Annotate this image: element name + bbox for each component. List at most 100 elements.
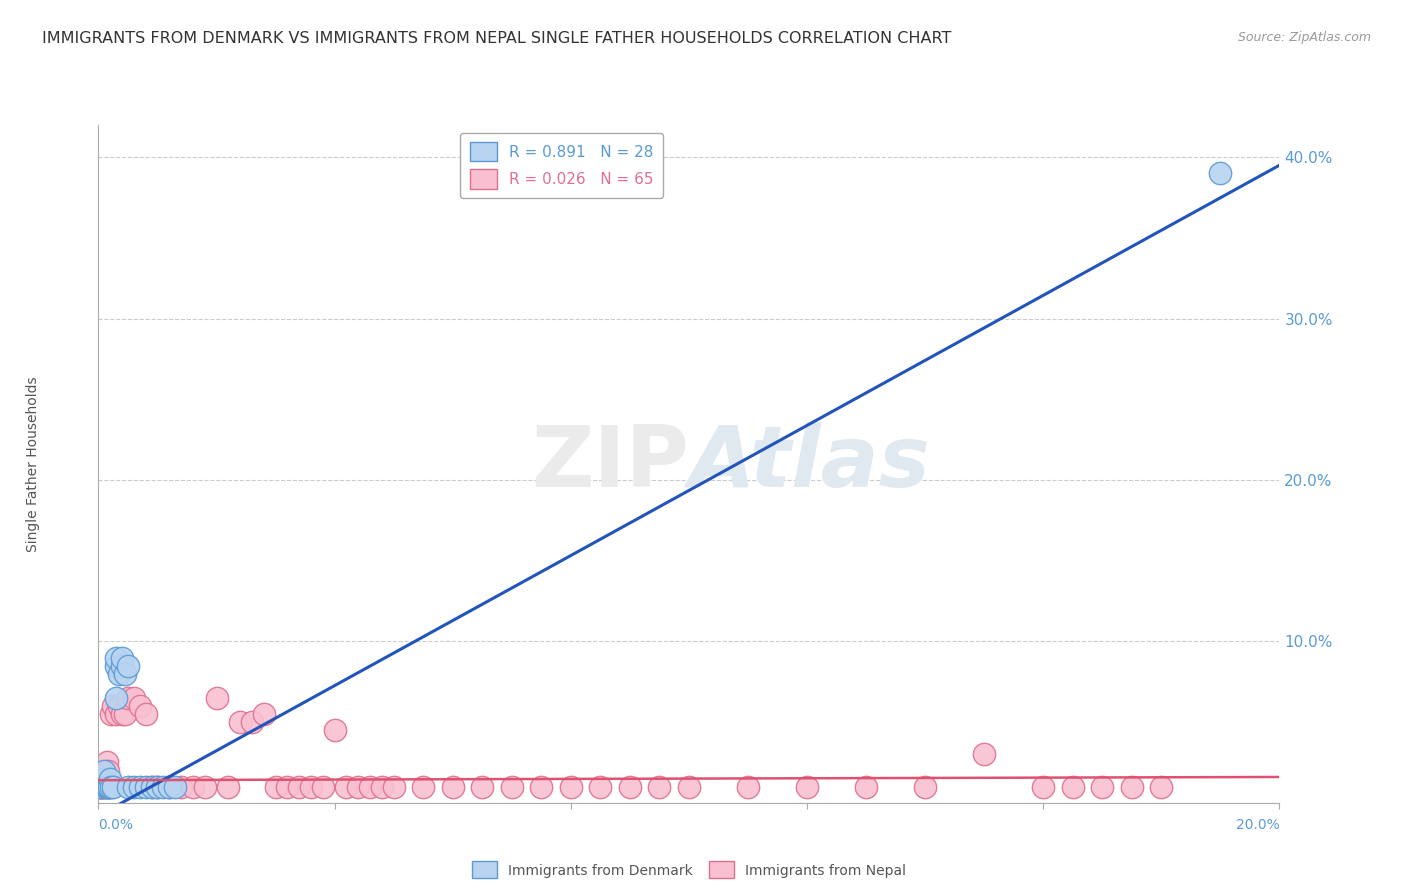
Point — [1150, 780, 1173, 794]
Point — [90, 780, 112, 794]
Point — [105, 706, 128, 721]
Point — [89, 780, 111, 794]
Point — [1121, 780, 1143, 794]
Point — [165, 780, 187, 794]
Point — [914, 780, 936, 794]
Point — [181, 780, 204, 794]
Point — [89, 780, 111, 794]
Point — [359, 780, 381, 794]
Point — [114, 666, 136, 681]
Point — [737, 780, 759, 794]
Point — [323, 723, 346, 738]
Point — [90, 772, 112, 786]
Point — [441, 780, 464, 794]
Text: ZIP: ZIP — [531, 422, 689, 506]
Point — [589, 780, 612, 794]
Point — [253, 706, 276, 721]
Point — [619, 780, 641, 794]
Point — [103, 698, 125, 713]
Point — [117, 658, 139, 673]
Point — [1032, 780, 1054, 794]
Point — [299, 780, 322, 794]
Point — [371, 780, 394, 794]
Point — [91, 780, 114, 794]
Point — [229, 715, 252, 730]
Point — [105, 650, 128, 665]
Point — [141, 780, 163, 794]
Point — [108, 698, 131, 713]
Point — [94, 780, 117, 794]
Point — [91, 780, 114, 794]
Point — [146, 780, 169, 794]
Legend: Immigrants from Denmark, Immigrants from Nepal: Immigrants from Denmark, Immigrants from… — [465, 856, 912, 884]
Point — [217, 780, 239, 794]
Text: 0.0%: 0.0% — [98, 818, 134, 832]
Point — [205, 690, 228, 705]
Point — [98, 772, 121, 786]
Point — [170, 780, 193, 794]
Point — [1091, 780, 1114, 794]
Point — [335, 780, 357, 794]
Point — [240, 715, 263, 730]
Point — [94, 772, 117, 786]
Point — [157, 780, 180, 794]
Point — [122, 690, 145, 705]
Point — [122, 780, 145, 794]
Point — [312, 780, 335, 794]
Point — [100, 706, 122, 721]
Point — [530, 780, 553, 794]
Point — [135, 706, 157, 721]
Point — [678, 780, 700, 794]
Point — [93, 772, 115, 786]
Text: Source: ZipAtlas.com: Source: ZipAtlas.com — [1237, 31, 1371, 45]
Point — [117, 690, 139, 705]
Point — [471, 780, 494, 794]
Text: IMMIGRANTS FROM DENMARK VS IMMIGRANTS FROM NEPAL SINGLE FATHER HOUSEHOLDS CORREL: IMMIGRANTS FROM DENMARK VS IMMIGRANTS FR… — [42, 31, 952, 46]
Text: 20.0%: 20.0% — [1236, 818, 1279, 832]
Point — [276, 780, 298, 794]
Point — [560, 780, 582, 794]
Point — [146, 780, 169, 794]
Point — [796, 780, 818, 794]
Point — [103, 780, 125, 794]
Point — [96, 756, 118, 770]
Point — [91, 780, 114, 794]
Point — [105, 690, 128, 705]
Point — [157, 780, 180, 794]
Point — [288, 780, 311, 794]
Point — [96, 780, 118, 794]
Point — [128, 698, 150, 713]
Point — [93, 780, 115, 794]
Point — [114, 706, 136, 721]
Point — [97, 780, 120, 794]
Point — [135, 780, 157, 794]
Point — [501, 780, 523, 794]
Point — [264, 780, 287, 794]
Point — [108, 666, 131, 681]
Text: Single Father Households: Single Father Households — [27, 376, 41, 551]
Point — [128, 780, 150, 794]
Point — [117, 780, 139, 794]
Point — [648, 780, 671, 794]
Point — [194, 780, 217, 794]
Point — [105, 658, 128, 673]
Point — [93, 764, 115, 778]
Text: Atlas: Atlas — [689, 422, 931, 506]
Point — [98, 780, 121, 794]
Point — [141, 780, 163, 794]
Point — [111, 706, 134, 721]
Point — [1062, 780, 1084, 794]
Point — [973, 747, 995, 762]
Point — [412, 780, 434, 794]
Point — [100, 780, 122, 794]
Point — [152, 780, 174, 794]
Point — [96, 780, 118, 794]
Point — [90, 780, 112, 794]
Point — [97, 764, 120, 778]
Point — [855, 780, 877, 794]
Point — [1209, 166, 1232, 180]
Point — [98, 780, 121, 794]
Point — [382, 780, 405, 794]
Point — [347, 780, 370, 794]
Point — [111, 650, 134, 665]
